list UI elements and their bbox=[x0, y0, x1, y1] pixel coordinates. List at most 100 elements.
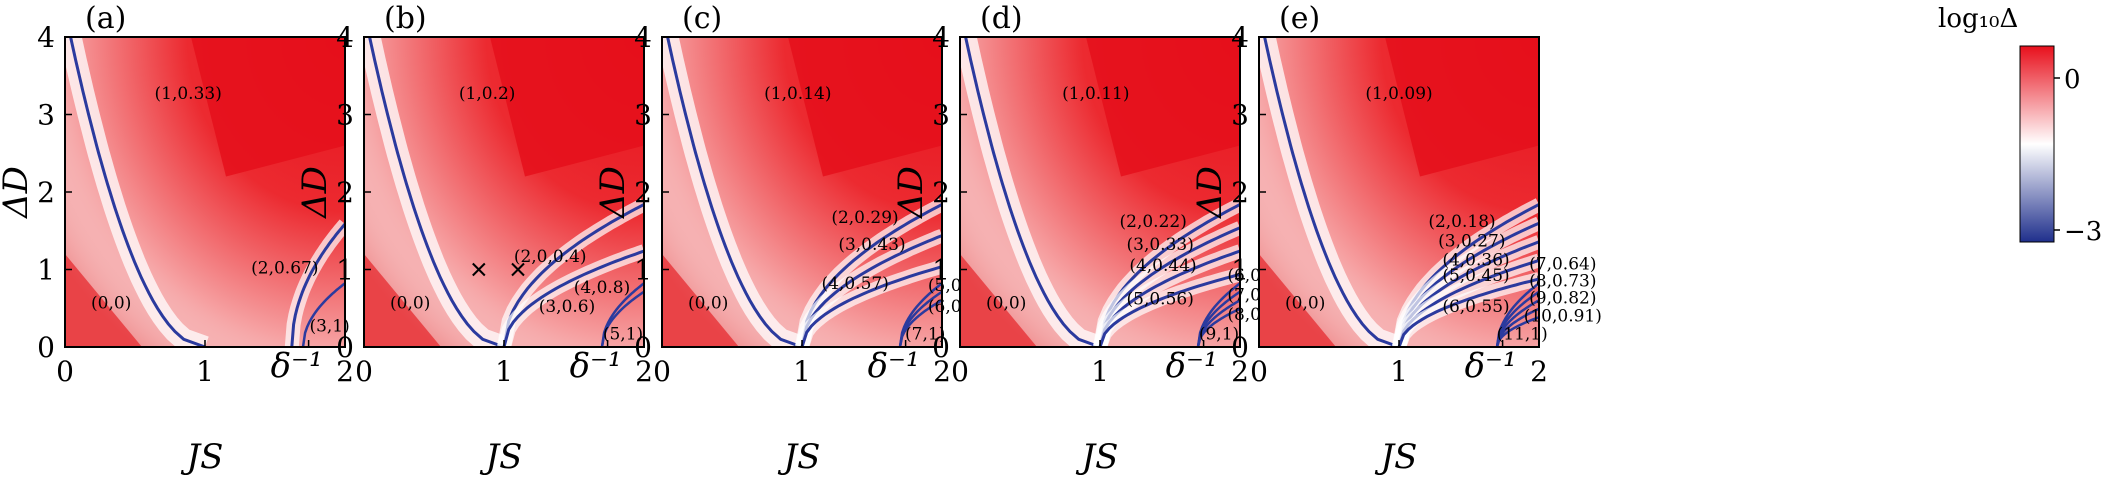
region-label: (3,0.6) bbox=[539, 297, 596, 317]
region-label: (6,0.55) bbox=[1442, 297, 1509, 317]
y-tick-label: 2 bbox=[634, 176, 652, 209]
x-tick-label: 1 bbox=[495, 355, 513, 388]
phase-boundary-tongue bbox=[502, 249, 644, 347]
phase-boundary-lobe bbox=[898, 299, 942, 347]
region-label: (1,0.33) bbox=[155, 84, 222, 104]
y-tick-label: 0 bbox=[634, 331, 652, 364]
y-axis-label: ΔD bbox=[0, 166, 36, 220]
y-tick-label: 3 bbox=[336, 99, 354, 132]
phase-boundary-lobe bbox=[600, 290, 644, 347]
y-tick-label: 1 bbox=[37, 254, 55, 287]
x-tick-label: δ⁻¹ bbox=[1465, 346, 1517, 386]
region-label: (3,1) bbox=[309, 317, 349, 337]
x-axis-label: JS bbox=[1076, 437, 1119, 477]
x-tick-label: 1 bbox=[196, 355, 214, 388]
y-axis-label: ΔD bbox=[295, 166, 335, 220]
phase-boundary-tongue bbox=[800, 265, 942, 347]
colorbar-title: log₁₀Δ bbox=[1938, 4, 2018, 34]
phase-boundary-main bbox=[964, 37, 1101, 347]
phase-boundary-lobe bbox=[1196, 307, 1240, 347]
y-tick-label: 1 bbox=[336, 254, 354, 287]
x-tick-label: δ⁻¹ bbox=[1166, 346, 1218, 386]
y-tick-label: 3 bbox=[37, 99, 55, 132]
region-label: (2,0.29) bbox=[831, 208, 898, 228]
x-tick-label: 0 bbox=[653, 355, 671, 388]
x-axis-label: JS bbox=[181, 437, 224, 477]
region-label: (7,1) bbox=[905, 324, 945, 344]
x-tick-label: 2 bbox=[336, 355, 354, 388]
region-label: (2,0.67) bbox=[251, 258, 318, 278]
phase-boundary-main bbox=[69, 37, 206, 347]
phase-boundary-lobe bbox=[1495, 290, 1539, 347]
phase-boundary-lobe bbox=[1495, 316, 1539, 347]
y-axis-label: ΔD bbox=[891, 166, 931, 220]
x-tick-label: δ⁻¹ bbox=[570, 346, 622, 386]
y-tick-label: 4 bbox=[1231, 21, 1249, 54]
panel-4: 0 1 δ⁻¹ 201234JSΔD(d)(1,0.11)(0,0)(2,0.22)(… bbox=[891, 1, 1295, 477]
region-label: (5,0.56) bbox=[1127, 289, 1194, 309]
region-label: (9,0.82) bbox=[1529, 289, 1596, 309]
x-axis-label: JS bbox=[778, 437, 821, 477]
region-label: (0,0) bbox=[390, 293, 430, 313]
region-label: (0,0) bbox=[688, 293, 728, 313]
phase-boundary-lobe bbox=[898, 290, 942, 347]
y-tick-label: 0 bbox=[1231, 331, 1249, 364]
region-label: (3,0.33) bbox=[1127, 235, 1194, 255]
y-tick-label: 3 bbox=[932, 99, 950, 132]
y-tick-label: 0 bbox=[932, 331, 950, 364]
y-tick-label: 1 bbox=[932, 254, 950, 287]
region-label: (4,0.36) bbox=[1442, 251, 1509, 271]
region-label: (0,0) bbox=[1285, 293, 1325, 313]
region-label: (4,0.8) bbox=[574, 278, 631, 298]
region-label: (7,0.64) bbox=[1529, 255, 1596, 275]
phase-boundary-main bbox=[368, 37, 505, 347]
phase-boundary-lobe bbox=[1495, 299, 1539, 347]
y-tick-label: 4 bbox=[932, 21, 950, 54]
y-tick-label: 2 bbox=[37, 176, 55, 209]
x-tick-label: 0 bbox=[1250, 355, 1268, 388]
y-tick-label: 1 bbox=[1231, 254, 1249, 287]
y-tick-label: 3 bbox=[1231, 99, 1249, 132]
x-axis-label: JS bbox=[480, 437, 523, 477]
heatmap-lower-left bbox=[65, 254, 142, 347]
region-label: (1,0.2) bbox=[459, 84, 516, 104]
x-tick-label: 2 bbox=[1530, 355, 1548, 388]
panels-group: 0 1 δ⁻¹ 201234JSΔD(a)(1,0.33)(0,0)(2,0.67)(… bbox=[0, 1, 1602, 477]
region-label: (4,0.44) bbox=[1129, 256, 1196, 276]
region-label: (8,0.73) bbox=[1529, 272, 1596, 292]
y-tick-label: 2 bbox=[1231, 176, 1249, 209]
phase-boundary-tongue bbox=[1098, 272, 1240, 347]
region-label: (0,0) bbox=[986, 293, 1026, 313]
region-label: (3,0.43) bbox=[838, 235, 905, 255]
cross-marker bbox=[511, 262, 525, 277]
phase-boundary-main bbox=[666, 37, 803, 347]
region-label: (3,0.27) bbox=[1438, 231, 1505, 251]
y-tick-label: 0 bbox=[336, 331, 354, 364]
region-label: (5,0.45) bbox=[1442, 266, 1509, 286]
y-tick-label: 1 bbox=[634, 254, 652, 287]
region-label: (1,0.14) bbox=[764, 84, 831, 104]
heatmap-core bbox=[1086, 37, 1240, 177]
heatmap-core bbox=[1385, 37, 1539, 177]
y-tick-label: 2 bbox=[932, 176, 950, 209]
x-tick-label: 2 bbox=[635, 355, 653, 388]
phase-boundary-main bbox=[1263, 37, 1400, 347]
heatmap-lower-left bbox=[960, 254, 1037, 347]
panel-label: (a) bbox=[85, 1, 126, 36]
panel-3: 0 1 δ⁻¹ 201234JSΔD(c)(1,0.14)(0,0)(2,0.29)(… bbox=[593, 1, 995, 477]
x-tick-label: δ⁻¹ bbox=[868, 346, 920, 386]
region-label: (1,0.11) bbox=[1062, 84, 1129, 104]
phase-boundary-tongue bbox=[800, 234, 942, 347]
phase-boundary-lobe bbox=[600, 282, 644, 347]
panel-label: (d) bbox=[980, 1, 1023, 36]
heatmap-core bbox=[788, 37, 942, 177]
x-tick-label: 2 bbox=[1231, 355, 1249, 388]
phase-boundary-lobe bbox=[1196, 299, 1240, 347]
region-label: (10,0.91) bbox=[1524, 306, 1602, 326]
x-tick-label: 1 bbox=[1390, 355, 1408, 388]
x-tick-label: 1 bbox=[793, 355, 811, 388]
y-tick-label: 4 bbox=[634, 21, 652, 54]
heatmap-core bbox=[191, 37, 345, 177]
panel-label: (b) bbox=[384, 1, 427, 36]
